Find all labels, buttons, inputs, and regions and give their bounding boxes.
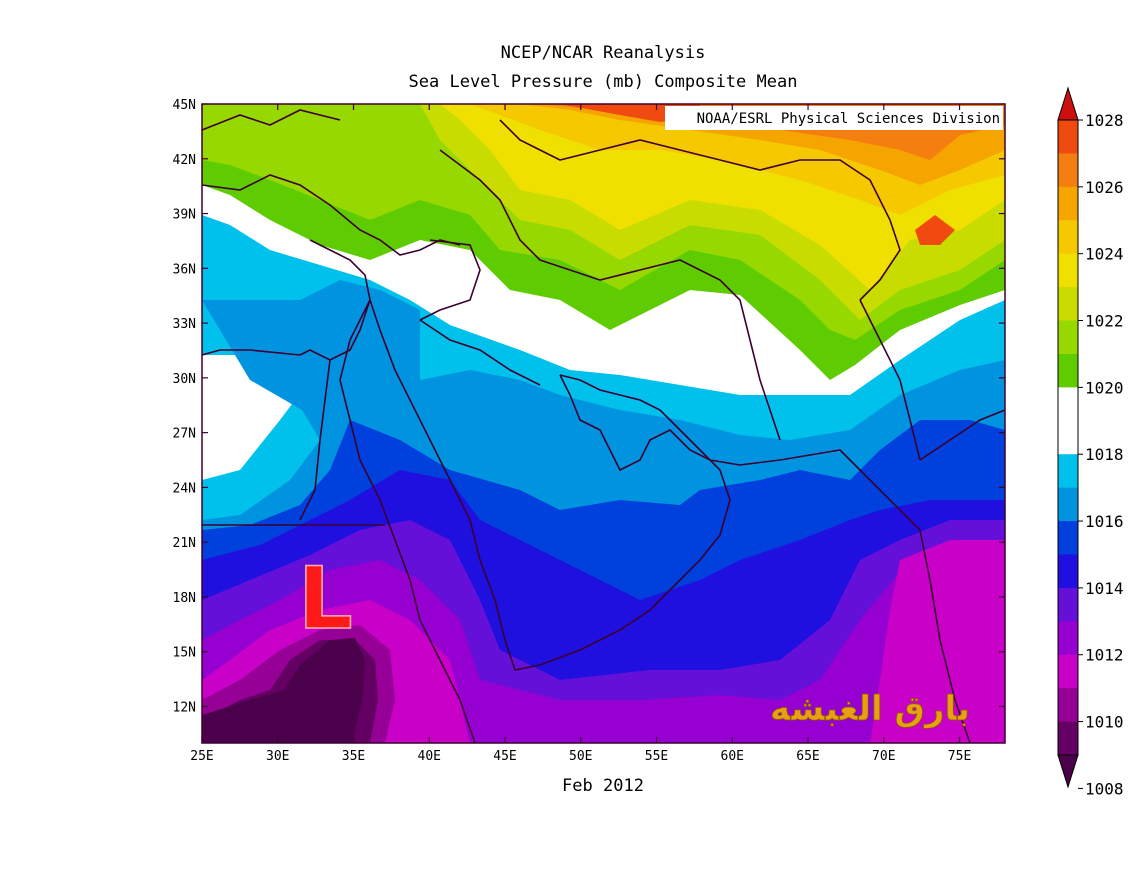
colorbar-swatch xyxy=(1058,153,1078,188)
period-label: Feb 2012 xyxy=(562,776,644,796)
colorbar-label: 1024 xyxy=(1085,245,1124,264)
map-frame xyxy=(201,103,1006,744)
colorbar-swatch xyxy=(1058,621,1078,656)
colorbar-label: 1026 xyxy=(1085,178,1124,197)
lat-tick-label: 33N xyxy=(173,317,196,332)
colorbar-swatch xyxy=(1058,387,1078,422)
lon-tick-label: 70E xyxy=(872,749,895,764)
lat-tick-label: 36N xyxy=(173,262,196,277)
colorbar-swatch xyxy=(1058,420,1078,455)
low-pressure-marker: L xyxy=(298,549,353,649)
lon-tick-label: 50E xyxy=(569,749,592,764)
map-axes: 25E 30E 35E 40E 45E 50E 55E 60E 65E 70E 75E 45N 42N 3… xyxy=(173,98,1005,764)
lon-tick-label: 75E xyxy=(948,749,971,764)
lon-tick-label: 60E xyxy=(721,749,744,764)
colorbar-outline xyxy=(1057,119,1079,756)
band-1026-east xyxy=(915,215,955,245)
colorbar-swatch xyxy=(1058,454,1078,489)
lat-tick-label: 21N xyxy=(173,536,196,551)
colorbar-swatch xyxy=(1058,320,1078,355)
pressure-field: بارق الغبشه L xyxy=(202,104,1005,743)
colorbar-swatch xyxy=(1058,487,1078,522)
lat-tick-label: 30N xyxy=(173,372,196,387)
band-1011-india xyxy=(870,540,1005,743)
lon-tick-label: 25E xyxy=(190,749,213,764)
arabic-watermark: بارق الغبشه xyxy=(770,689,970,729)
colorbar-swatch xyxy=(1058,654,1078,689)
figure-title-line1: NCEP/NCAR Reanalysis xyxy=(501,43,706,63)
lon-tick-label: 35E xyxy=(342,749,365,764)
colorbar-swatch xyxy=(1058,353,1078,388)
lat-tick-label: 39N xyxy=(173,208,196,223)
colorbar-swatch xyxy=(1058,721,1078,756)
colorbar-arrow-low xyxy=(1057,754,1079,789)
colorbar-swatch xyxy=(1058,220,1078,255)
colorbar-swatch xyxy=(1058,554,1078,589)
coastlines-and-borders xyxy=(202,109,1005,743)
credit-box: NOAA/ESRL Physical Sciences Division xyxy=(665,106,1003,130)
lat-tick-label: 24N xyxy=(173,481,196,496)
colorbar-swatch xyxy=(1058,186,1078,221)
colorbar-label: 1022 xyxy=(1085,312,1124,331)
colorbar-label: 1020 xyxy=(1085,378,1124,397)
lon-tick-label: 40E xyxy=(418,749,441,764)
colorbar-swatch xyxy=(1058,253,1078,288)
colorbar-swatch xyxy=(1058,287,1078,321)
colorbar-swatch xyxy=(1058,521,1078,555)
colorbar-swatch xyxy=(1058,688,1078,722)
band-below-1008 xyxy=(202,638,365,743)
colorbar-label: 1016 xyxy=(1085,512,1124,531)
colorbar-swatch xyxy=(1058,120,1078,154)
lat-tick-label: 27N xyxy=(173,427,196,442)
colorbar-label: 1018 xyxy=(1085,445,1124,464)
lat-tick-label: 45N xyxy=(173,98,196,113)
lon-tick-label: 45E xyxy=(493,749,516,764)
colorbar-arrow-high xyxy=(1057,86,1079,121)
colorbar-label: 1010 xyxy=(1085,713,1124,732)
lon-tick-label: 65E xyxy=(796,749,819,764)
lon-tick-label: 30E xyxy=(266,749,289,764)
lat-tick-label: 42N xyxy=(173,153,196,168)
colorbar-swatch xyxy=(1058,587,1078,622)
colorbar-label: 1012 xyxy=(1085,646,1124,665)
colorbar-label: 1028 xyxy=(1085,111,1124,130)
figure-title-line2: Sea Level Pressure (mb) Composite Mean xyxy=(409,72,798,92)
lat-tick-label: 15N xyxy=(173,646,196,661)
lat-tick-label: 18N xyxy=(173,591,196,606)
lat-tick-label: 12N xyxy=(173,700,196,715)
credit-text: NOAA/ESRL Physical Sciences Division xyxy=(697,111,1000,127)
colorbar: 1028 1026 1024 1022 1020 1018 1016 1014 1012 1010… xyxy=(1057,86,1124,798)
colorbar-label: 1014 xyxy=(1085,579,1124,598)
colorbar-label: 1008 xyxy=(1085,779,1124,798)
lon-tick-label: 55E xyxy=(645,749,668,764)
